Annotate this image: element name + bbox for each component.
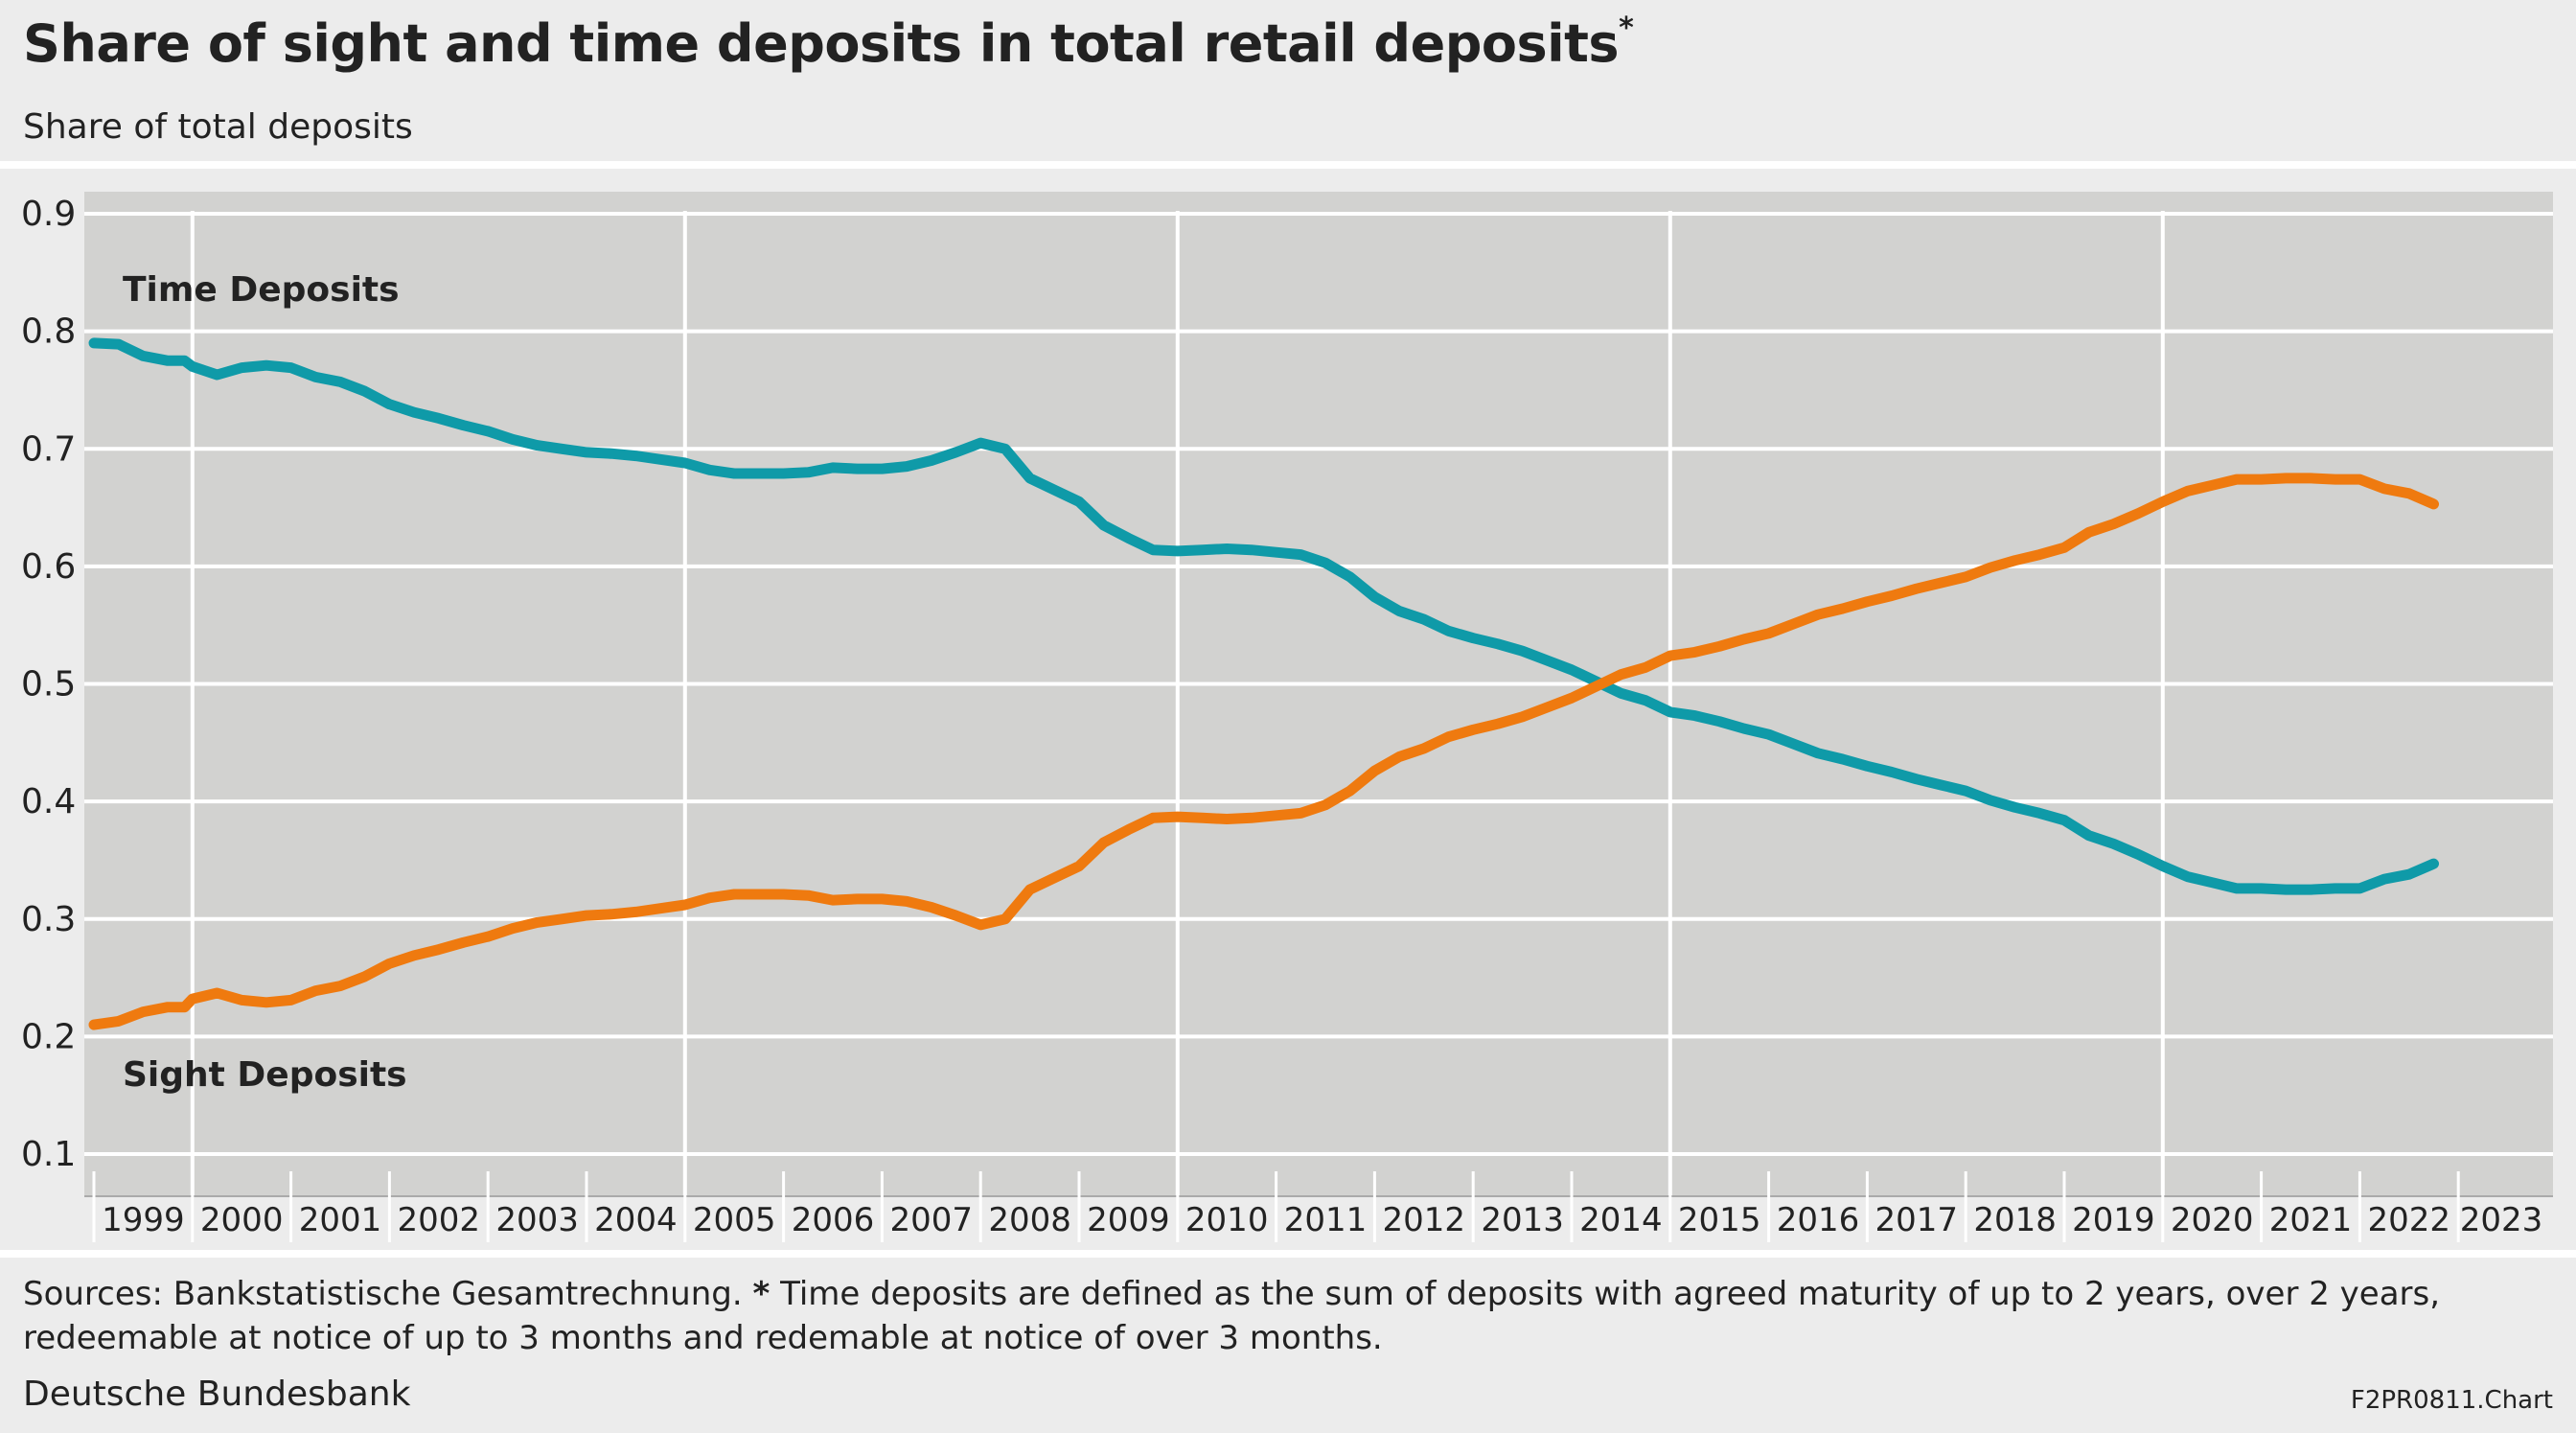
- x-tick-label: 2013: [1481, 1201, 1564, 1239]
- x-tick-label: 2009: [1087, 1201, 1170, 1239]
- y-tick-label: 0.6: [21, 547, 76, 587]
- x-tick-label: 2003: [495, 1201, 579, 1239]
- line-chart: 0.1 0.2 0.3 0.4 0.5 0.6 0.7 0.8 0.9 1999 2000 2001…: [21, 192, 2553, 1242]
- x-tick-label: 2005: [693, 1201, 776, 1239]
- y-tick-label: 0.1: [21, 1135, 76, 1174]
- y-tick-label: 0.9: [21, 195, 76, 234]
- y-tick-label: 0.4: [21, 782, 76, 821]
- header-divider: [0, 161, 2576, 169]
- x-tick-label: 2004: [594, 1201, 678, 1239]
- x-tick-label: 2018: [1973, 1201, 2057, 1239]
- y-axis: 0.1 0.2 0.3 0.4 0.5 0.6 0.7 0.8 0.9: [21, 195, 76, 1174]
- series-line-sight-deposits: [88, 473, 2439, 1030]
- chart-title-text: Share of sight and time deposits in tota…: [23, 13, 1620, 74]
- series-line-time-deposits: [88, 337, 2439, 895]
- x-tick-label: 2022: [2368, 1201, 2451, 1239]
- x-tick-label: 2012: [1383, 1201, 1466, 1239]
- x-tick-label: 2010: [1185, 1201, 1269, 1239]
- x-axis: 1999 2000 2001 2002 2003 2004 2005 2006 2007 2008…: [92, 1171, 2543, 1242]
- footnote-text: Time deposits are defined as the sum of …: [23, 1275, 2441, 1357]
- title-footnote-marker: *: [1619, 12, 1634, 45]
- publisher-label: Deutsche Bundesbank: [23, 1375, 411, 1414]
- y-tick-label: 0.5: [21, 665, 76, 705]
- series-layer: [88, 337, 2439, 1030]
- series-label-sight-deposits: Sight Deposits: [123, 1055, 407, 1095]
- x-tick-label: 2001: [299, 1201, 382, 1239]
- x-tick-label: 2014: [1579, 1201, 1663, 1239]
- series-labels: Time Deposits Sight Deposits: [123, 270, 407, 1095]
- series-label-time-deposits: Time Deposits: [123, 270, 400, 310]
- x-tick-label: 2002: [398, 1201, 481, 1239]
- chart-title: Share of sight and time deposits in tota…: [23, 12, 1634, 74]
- x-tick-label: 2007: [890, 1201, 974, 1239]
- sources-note: Sources: Bankstatistische Gesamtrechnung…: [23, 1272, 2553, 1360]
- gridlines: [84, 211, 2553, 1197]
- x-tick-label: 2006: [792, 1201, 875, 1239]
- x-tick-label: 2015: [1678, 1201, 1761, 1239]
- y-tick-label: 0.7: [21, 429, 76, 469]
- x-tick-label: 2000: [200, 1201, 284, 1239]
- chart-subtitle: Share of total deposits: [23, 107, 413, 147]
- y-tick-label: 0.8: [21, 312, 76, 352]
- y-tick-label: 0.3: [21, 900, 76, 939]
- x-tick-label: 2011: [1284, 1201, 1368, 1239]
- x-tick-label: 2017: [1875, 1201, 1959, 1239]
- x-tick-label: 1999: [102, 1201, 185, 1239]
- footer-divider: [0, 1250, 2576, 1258]
- x-tick-label: 2023: [2460, 1201, 2543, 1239]
- footnote-marker: *: [752, 1275, 770, 1313]
- sources-text: Sources: Bankstatistische Gesamtrechnung…: [23, 1275, 743, 1313]
- plot-background: [84, 192, 2553, 1196]
- x-tick-label: 2019: [2072, 1201, 2155, 1239]
- y-tick-label: 0.2: [21, 1017, 76, 1056]
- chart-code: F2PR0811.Chart: [2350, 1386, 2553, 1415]
- x-tick-label: 2021: [2269, 1201, 2353, 1239]
- x-tick-label: 2008: [988, 1201, 1071, 1239]
- x-tick-label: 2016: [1777, 1201, 1860, 1239]
- x-tick-label: 2020: [2171, 1201, 2254, 1239]
